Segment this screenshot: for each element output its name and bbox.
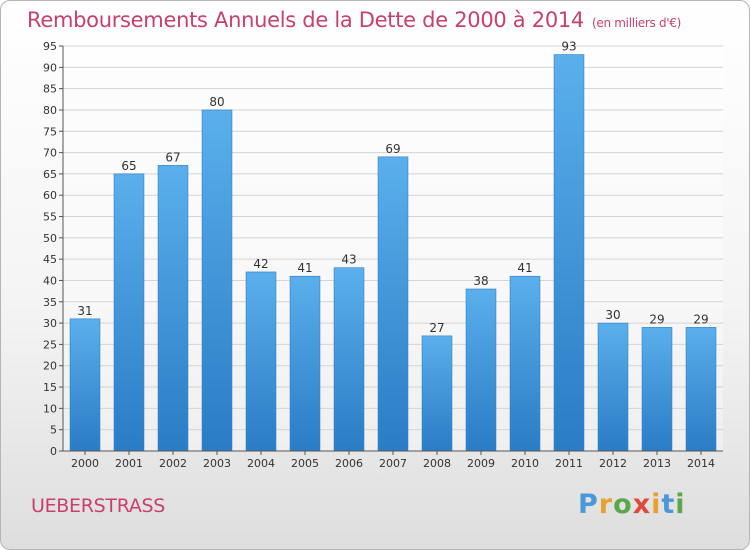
data-label: 93 [561,40,576,54]
data-label: 41 [297,261,312,275]
x-tick-label: 2000 [71,457,99,470]
y-tick-label: 5 [50,424,57,437]
bar [69,318,101,452]
x-tick-label: 2002 [159,457,187,470]
bar [597,322,629,452]
axes: 0 5 10 15 20 25 30 35 40 45 50 55 60 65 70 75 80 85 90 95 20… [43,40,723,470]
bar [157,165,189,452]
data-label: 38 [473,274,488,288]
x-tick-label: 2010 [511,457,539,470]
chart-title-text: Remboursements Annuels de la Dette de 20… [27,8,584,32]
x-tick-label: 2011 [555,457,583,470]
data-label: 80 [209,95,224,109]
x-tick-label: 2007 [379,457,407,470]
proxiti-logo: Proxiti [578,489,686,520]
bar [289,275,321,452]
y-tick-label: 0 [50,445,57,458]
y-tick-label: 85 [43,83,57,96]
y-tick-label: 95 [43,40,57,53]
y-tick-label: 30 [43,317,57,330]
bar [245,271,277,452]
data-label: 65 [121,159,136,173]
y-tick-label: 60 [43,189,57,202]
data-label: 31 [77,304,92,318]
bar [641,327,673,452]
data-label: 41 [517,261,532,275]
x-tick-label: 2004 [247,457,275,470]
y-tick-label: 20 [43,360,57,373]
bar [201,109,233,452]
logo-letter: r [598,489,614,520]
chart-title: Remboursements Annuels de la Dette de 20… [27,8,681,32]
x-tick-label: 2008 [423,457,451,470]
logo-letter: P [578,489,599,520]
bar [685,327,717,452]
bar [377,156,409,452]
bar [113,173,145,452]
logo-letter: o [613,489,633,520]
commune-name: UEBERSTRASS [31,495,166,517]
logo-letter: i [651,489,662,520]
x-tick-label: 2012 [599,457,627,470]
y-tick-label: 35 [43,296,57,309]
y-tick-label: 25 [43,338,57,351]
y-tick-label: 75 [43,125,57,138]
y-tick-label: 80 [43,104,57,117]
bar [421,335,453,452]
x-tick-label: 2003 [203,457,231,470]
y-tick-label: 90 [43,61,57,74]
logo-letter: x [632,489,652,520]
chart-unit: (en milliers d'€) [592,16,682,30]
logo-letter: i [675,489,686,520]
y-tick-label: 70 [43,147,57,160]
data-label: 42 [253,257,268,271]
data-label: 29 [649,312,664,326]
data-label: 43 [341,253,356,267]
data-label: 30 [605,308,620,322]
x-tick-label: 2005 [291,457,319,470]
y-tick-label: 45 [43,253,57,266]
x-tick-label: 2013 [643,457,671,470]
x-tick-label: 2001 [115,457,143,470]
logo-letter: t [661,489,676,520]
x-tick-label: 2006 [335,457,363,470]
bar [553,54,585,452]
y-tick-label: 10 [43,402,57,415]
data-label: 69 [385,142,400,156]
data-label: 67 [165,150,180,164]
y-tick-label: 55 [43,211,57,224]
y-tick-label: 15 [43,381,57,394]
x-tick-label: 2009 [467,457,495,470]
y-tick-label: 40 [43,274,57,287]
bars: 31 65 67 80 42 41 43 69 27 38 41 93 30 29 29 [69,40,717,452]
data-label: 29 [693,312,708,326]
x-tick-label: 2014 [687,457,715,470]
bar [465,288,497,452]
y-tick-label: 65 [43,168,57,181]
y-tick-label: 50 [43,232,57,245]
bar [509,275,541,452]
bar [333,267,365,452]
data-label: 27 [429,321,444,335]
